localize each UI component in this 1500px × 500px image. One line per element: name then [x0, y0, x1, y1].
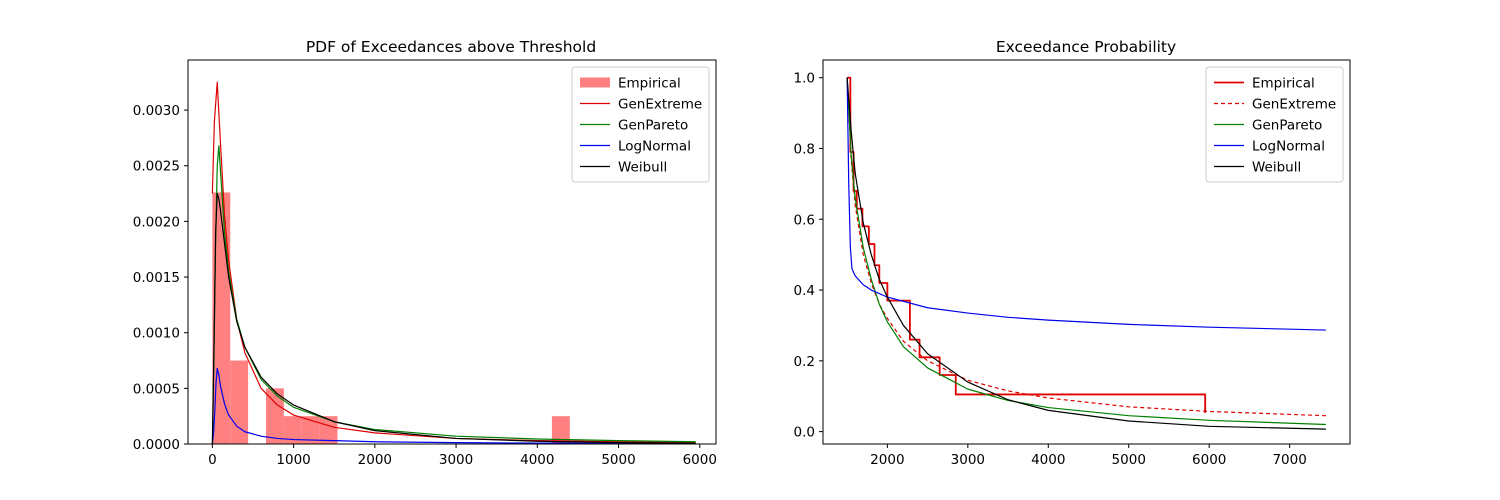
exceed-legend-label-empirical: Empirical	[1252, 76, 1315, 92]
exceed-series-genpareto	[846, 77, 1326, 426]
histogram-bar-2	[265, 388, 284, 444]
exceedance-panel: Exceedance Probability 2000 3000 4000 5000 6…	[794, 38, 1351, 468]
exceed-axes-frame	[822, 59, 1351, 445]
exceed-legend-box	[1205, 66, 1344, 183]
pdf-legend-label-lognormal: LogNormal	[618, 139, 691, 155]
pdf-legend-label-genextreme: GenExtreme	[618, 97, 702, 113]
exceed-legend-label-genextreme: GenExtreme	[1252, 97, 1336, 113]
histogram-bar-3	[283, 416, 302, 444]
pdf-legend-box	[571, 66, 710, 183]
pdf-xtick-label-1: 1000	[276, 452, 310, 468]
exceed-ytick-label-5: 1.0	[794, 71, 815, 87]
exceed-xtick-label-5: 7000	[1272, 452, 1306, 468]
exceed-xtick-label-3: 5000	[1112, 452, 1146, 468]
exceed-legend-label-lognormal: LogNormal	[1252, 139, 1325, 155]
exceed-xtick-label-0: 2000	[870, 452, 904, 468]
exceed-xtick-label-4: 6000	[1192, 452, 1226, 468]
pdf-xtick-label-3: 3000	[439, 452, 473, 468]
pdf-legend-label-empirical: Empirical	[618, 76, 681, 92]
exceed-xtick-label-2: 4000	[1031, 452, 1065, 468]
pdf-legend-label-weibull: Weibull	[618, 160, 667, 176]
exceed-series-weibull	[846, 77, 1326, 430]
exceed-xtick-label-1: 3000	[951, 452, 985, 468]
exceed-legend-label-genpareto: GenPareto	[1252, 118, 1322, 134]
histogram-bar-6	[551, 416, 570, 444]
pdf-xtick-label-4: 4000	[520, 452, 554, 468]
pdf-xtick-label-0: 0	[208, 452, 217, 468]
pdf-series-lognormal	[211, 367, 696, 444]
exceed-ytick-label-2: 0.4	[794, 283, 815, 299]
pdf-ytick-label-6: 0.0030	[133, 103, 180, 119]
pdf-xtick-label-5: 5000	[601, 452, 635, 468]
exceed-ytick-label-4: 0.8	[794, 141, 815, 157]
pdf-ytick-label-0: 0.0000	[133, 437, 180, 453]
exceedance-title: Exceedance Probability	[996, 38, 1176, 56]
pdf-panel: PDF of Exceedances above Threshold 0 1000…	[133, 38, 717, 468]
pdf-ytick-label-4: 0.0020	[133, 214, 180, 230]
histogram-bar-4	[301, 416, 320, 444]
histogram-bar-5	[319, 416, 338, 444]
pdf-legend-label-genpareto: GenPareto	[618, 118, 688, 134]
pdf-xtick-label-2: 2000	[358, 452, 392, 468]
exceed-ytick-label-3: 0.6	[794, 212, 815, 228]
exceed-plot-area	[846, 76, 1326, 430]
pdf-ytick-label-5: 0.0025	[133, 159, 180, 175]
pdf-plot-area	[211, 81, 696, 444]
pdf-ytick-label-1: 0.0005	[133, 381, 180, 397]
exceed-ytick-label-0: 0.0	[794, 425, 815, 441]
exceed-legend-label-weibull: Weibull	[1252, 160, 1301, 176]
pdf-legend-swatch-empirical	[580, 77, 610, 88]
pdf-ytick-label-2: 0.0010	[133, 326, 180, 342]
pdf-legend: Empirical GenExtreme GenPareto LogNormal Wei…	[571, 66, 710, 183]
pdf-xtick-label-6: 6000	[683, 452, 717, 468]
pdf-series-weibull	[211, 192, 696, 444]
exceed-legend: Empirical GenExtreme GenPareto LogNormal Wei…	[1205, 66, 1344, 183]
exceed-series-empirical	[847, 76, 1207, 413]
exceed-ytick-label-1: 0.2	[794, 354, 815, 370]
pdf-ytick-label-3: 0.0015	[133, 270, 180, 286]
pdf-title: PDF of Exceedances above Threshold	[306, 38, 596, 56]
exceed-series-genextreme	[846, 77, 1326, 417]
pdf-axes-frame	[187, 59, 717, 445]
